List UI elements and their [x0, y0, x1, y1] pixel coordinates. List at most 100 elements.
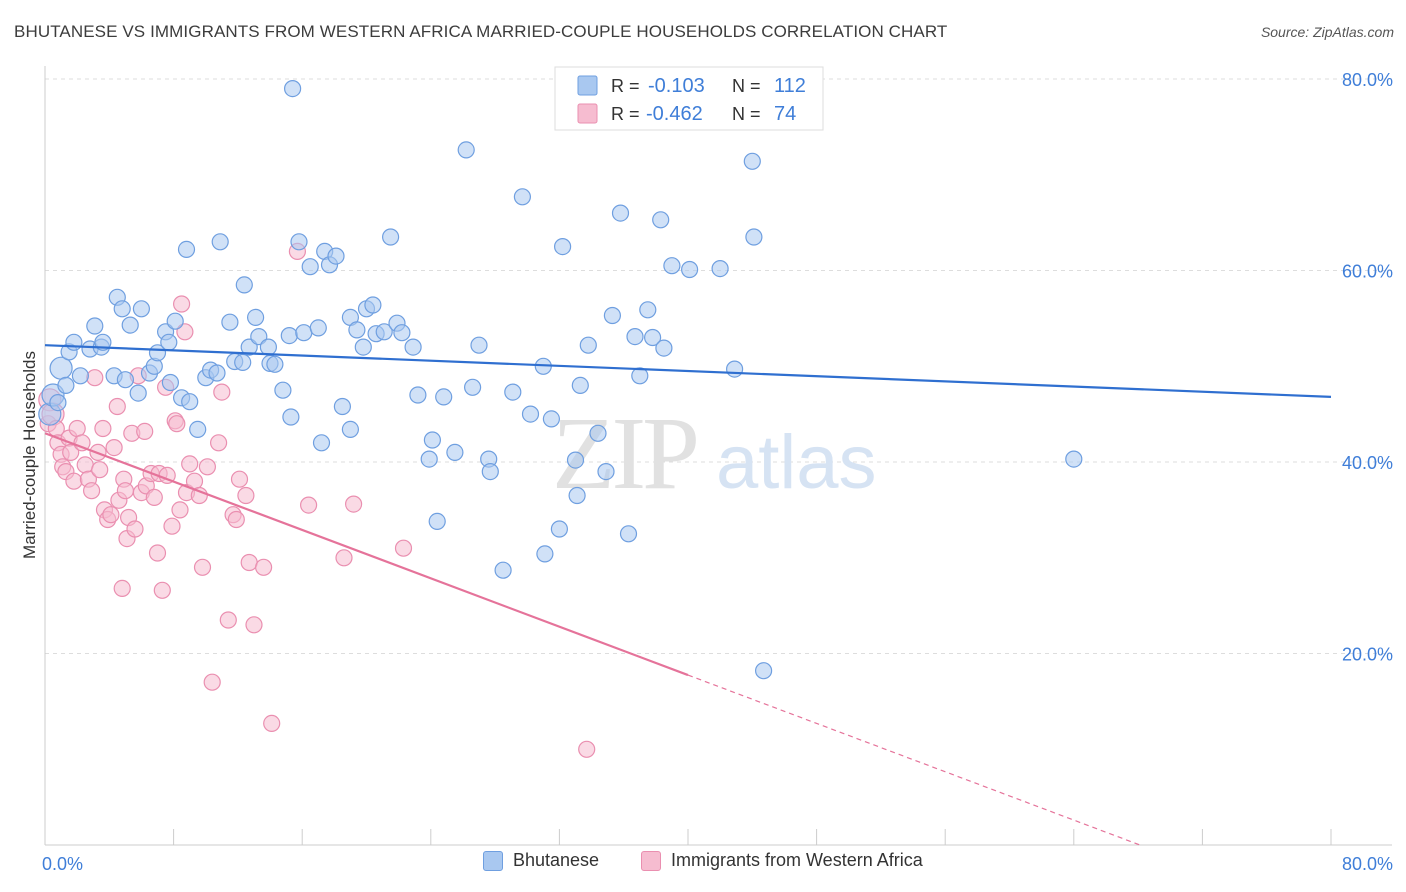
data-point-bhutanese: [327, 247, 345, 265]
data-point-bhutanese: [711, 260, 729, 278]
data-point-western-africa: [173, 295, 191, 313]
legend-n-value-pink: 74: [774, 103, 796, 125]
data-point-bhutanese: [113, 300, 131, 318]
data-point-western-africa: [105, 439, 123, 457]
data-point-bhutanese: [571, 376, 589, 394]
data-point-bhutanese: [619, 525, 638, 543]
data-point-western-africa: [213, 383, 231, 401]
legend-n-label-pink: N =: [732, 104, 761, 124]
data-point-western-africa: [263, 714, 281, 733]
data-point-bhutanese: [725, 360, 744, 378]
data-point-bhutanese: [284, 79, 302, 98]
top-legend: R = -0.103 N = 112 R = -0.462 N = 74: [554, 66, 824, 131]
data-point-bhutanese: [626, 328, 644, 346]
data-point-bhutanese: [423, 431, 441, 449]
y-tick-label: 20.0%: [1342, 645, 1393, 665]
x-tick-label-min: 0.0%: [42, 854, 83, 874]
data-point-bhutanese: [513, 188, 532, 206]
data-point-western-africa: [190, 486, 208, 505]
bottom-legend: Bhutanese Immigrants from Western Africa: [0, 850, 1406, 880]
data-point-bhutanese: [57, 376, 75, 394]
data-point-bhutanese: [282, 408, 300, 426]
data-point-bhutanese: [420, 450, 438, 468]
trend-lines: [44, 344, 1332, 846]
data-point-bhutanese: [132, 300, 150, 318]
data-point-bhutanese: [553, 238, 572, 256]
data-point-western-africa: [335, 549, 353, 567]
data-point-western-africa: [245, 616, 263, 634]
trendline-western-africa: [44, 432, 689, 677]
trendline-western-africa-extension: [687, 674, 1141, 846]
data-point-western-africa: [203, 673, 221, 691]
data-point-bhutanese: [550, 520, 569, 538]
data-point-bhutanese: [341, 420, 359, 438]
data-point-bhutanese: [566, 451, 585, 469]
data-point-bhutanese: [611, 204, 630, 222]
data-point-bhutanese: [579, 336, 597, 354]
data-point-bhutanese: [181, 393, 199, 411]
data-point-bhutanese: [464, 378, 482, 396]
data-point-western-africa: [300, 496, 318, 514]
data-point-western-africa: [210, 434, 228, 452]
data-point-bhutanese: [65, 333, 83, 351]
data-point-bhutanese: [639, 301, 657, 319]
data-point-bhutanese: [301, 258, 319, 276]
data-point-bhutanese: [211, 233, 229, 251]
data-point-bhutanese: [680, 260, 699, 279]
data-point-western-africa: [219, 611, 237, 629]
data-point-western-africa: [394, 539, 413, 557]
y-tick-label: 80.0%: [1342, 70, 1393, 90]
y-tick-label: 40.0%: [1342, 453, 1393, 473]
series-blue-points: [38, 79, 1083, 680]
data-point-western-africa: [193, 558, 212, 576]
data-point-western-africa: [240, 553, 258, 572]
legend-swatch-pink: [577, 103, 598, 124]
data-point-bhutanese: [290, 233, 308, 251]
data-point-bhutanese: [446, 443, 464, 461]
y-tick-label: 60.0%: [1342, 262, 1393, 282]
data-point-bhutanese: [382, 228, 400, 246]
data-point-bhutanese: [166, 312, 184, 330]
data-point-bhutanese: [234, 353, 252, 371]
data-point-bhutanese: [655, 339, 673, 357]
data-point-bhutanese: [221, 313, 239, 331]
data-point-western-africa: [91, 461, 109, 479]
data-point-bhutanese: [494, 561, 512, 579]
data-point-western-africa: [62, 443, 80, 461]
data-point-western-africa: [255, 558, 273, 576]
data-point-western-africa: [198, 458, 216, 476]
data-point-western-africa: [68, 419, 86, 438]
data-point-bhutanese: [743, 152, 761, 170]
data-point-bhutanese: [597, 463, 615, 481]
data-point-bhutanese: [375, 323, 393, 341]
data-point-western-africa: [108, 397, 126, 416]
data-point-western-africa: [345, 495, 363, 513]
data-point-bhutanese: [295, 324, 313, 342]
data-point-western-africa: [145, 488, 163, 506]
data-point-western-africa: [237, 486, 255, 505]
data-point-western-africa: [113, 579, 131, 598]
data-point-western-africa: [94, 419, 112, 438]
data-point-bhutanese: [348, 321, 366, 339]
bottom-legend-swatch-blue: [483, 850, 503, 871]
data-point-bhutanese: [754, 662, 773, 680]
bottom-legend-swatch-pink: [641, 850, 661, 871]
data-point-bhutanese: [603, 306, 622, 325]
axis-layer: [44, 66, 1392, 846]
legend-n-label-blue: N =: [732, 76, 761, 96]
y-axis-title: Married-couple Households: [20, 351, 39, 559]
data-point-western-africa: [126, 520, 144, 538]
data-point-western-africa: [136, 422, 154, 440]
data-point-western-africa: [148, 544, 167, 562]
data-point-bhutanese: [536, 545, 554, 563]
data-point-western-africa: [578, 740, 596, 758]
data-point-western-africa: [102, 506, 120, 524]
data-point-bhutanese: [1065, 450, 1083, 468]
data-point-bhutanese: [160, 333, 178, 351]
data-point-bhutanese: [428, 512, 446, 531]
data-point-bhutanese: [333, 397, 351, 416]
legend-r-value-pink: -0.462: [646, 103, 703, 125]
data-point-western-africa: [116, 482, 135, 500]
data-point-bhutanese: [542, 410, 561, 428]
